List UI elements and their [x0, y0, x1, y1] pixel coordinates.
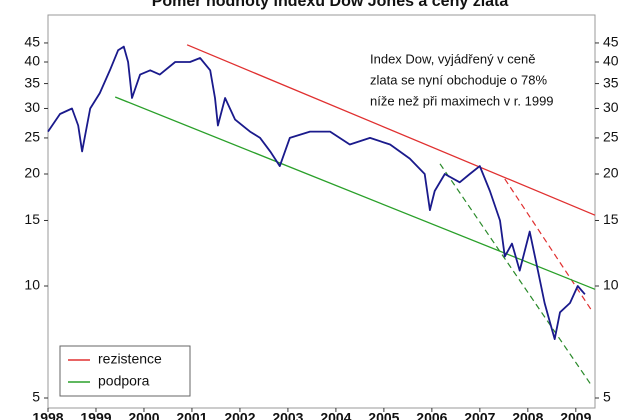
y2-tick-label: 35 — [603, 74, 619, 90]
y2-tick-label: 5 — [603, 389, 611, 405]
x-tick-label: 2000 — [128, 410, 159, 420]
legend — [59, 345, 191, 397]
x-tick-label: 2001 — [176, 410, 207, 420]
chart-title: Poměr hodnoty indexu Dow Jones a ceny zl… — [152, 0, 509, 10]
x-tick-label: 2002 — [224, 410, 255, 420]
dashed-trend-line — [439, 163, 593, 386]
y-tick-label: 20 — [24, 165, 40, 181]
x-tick-label: 1999 — [80, 410, 111, 420]
y-tick-label: 45 — [24, 34, 40, 50]
annotation: Index Dow, vyjádřený v ceně — [370, 51, 535, 66]
y2-tick-label: 15 — [603, 211, 619, 227]
x-tick-label: 2007 — [464, 410, 495, 420]
y2-tick-label: 45 — [603, 34, 619, 50]
dashed-trend-line — [504, 178, 593, 311]
annotation: zlata se nyní obchoduje o 78% — [370, 72, 548, 87]
y-tick-label: 10 — [24, 277, 40, 293]
y2-tick-label: 25 — [603, 129, 619, 145]
y-tick-label: 35 — [24, 74, 40, 90]
x-tick-label: 2003 — [272, 410, 303, 420]
y2-tick-label: 40 — [603, 53, 619, 69]
y-tick-label: 5 — [32, 389, 40, 405]
y-tick-label: 25 — [24, 129, 40, 145]
x-tick-label: 2005 — [368, 410, 399, 420]
y2-tick-label: 30 — [603, 99, 619, 115]
annotation: níže než při maximech v r. 1999 — [370, 93, 554, 108]
x-tick-label: 2008 — [512, 410, 543, 420]
ratio-line — [47, 45, 586, 340]
y2-tick-label: 10 — [603, 277, 619, 293]
y-tick-label: 40 — [24, 53, 40, 69]
plot-area — [47, 14, 596, 409]
x-tick-label: 2009 — [560, 410, 591, 420]
y-tick-label: 15 — [24, 211, 40, 227]
trend-line — [186, 44, 596, 216]
x-tick-label: 2006 — [416, 410, 447, 420]
y-tick-label: 30 — [24, 99, 40, 115]
legend-label: rezistence — [98, 351, 162, 367]
x-tick-label: 2004 — [320, 410, 351, 420]
y2-tick-label: 20 — [603, 165, 619, 181]
x-tick-label: 1998 — [32, 410, 63, 420]
legend-label: podpora — [98, 373, 150, 389]
